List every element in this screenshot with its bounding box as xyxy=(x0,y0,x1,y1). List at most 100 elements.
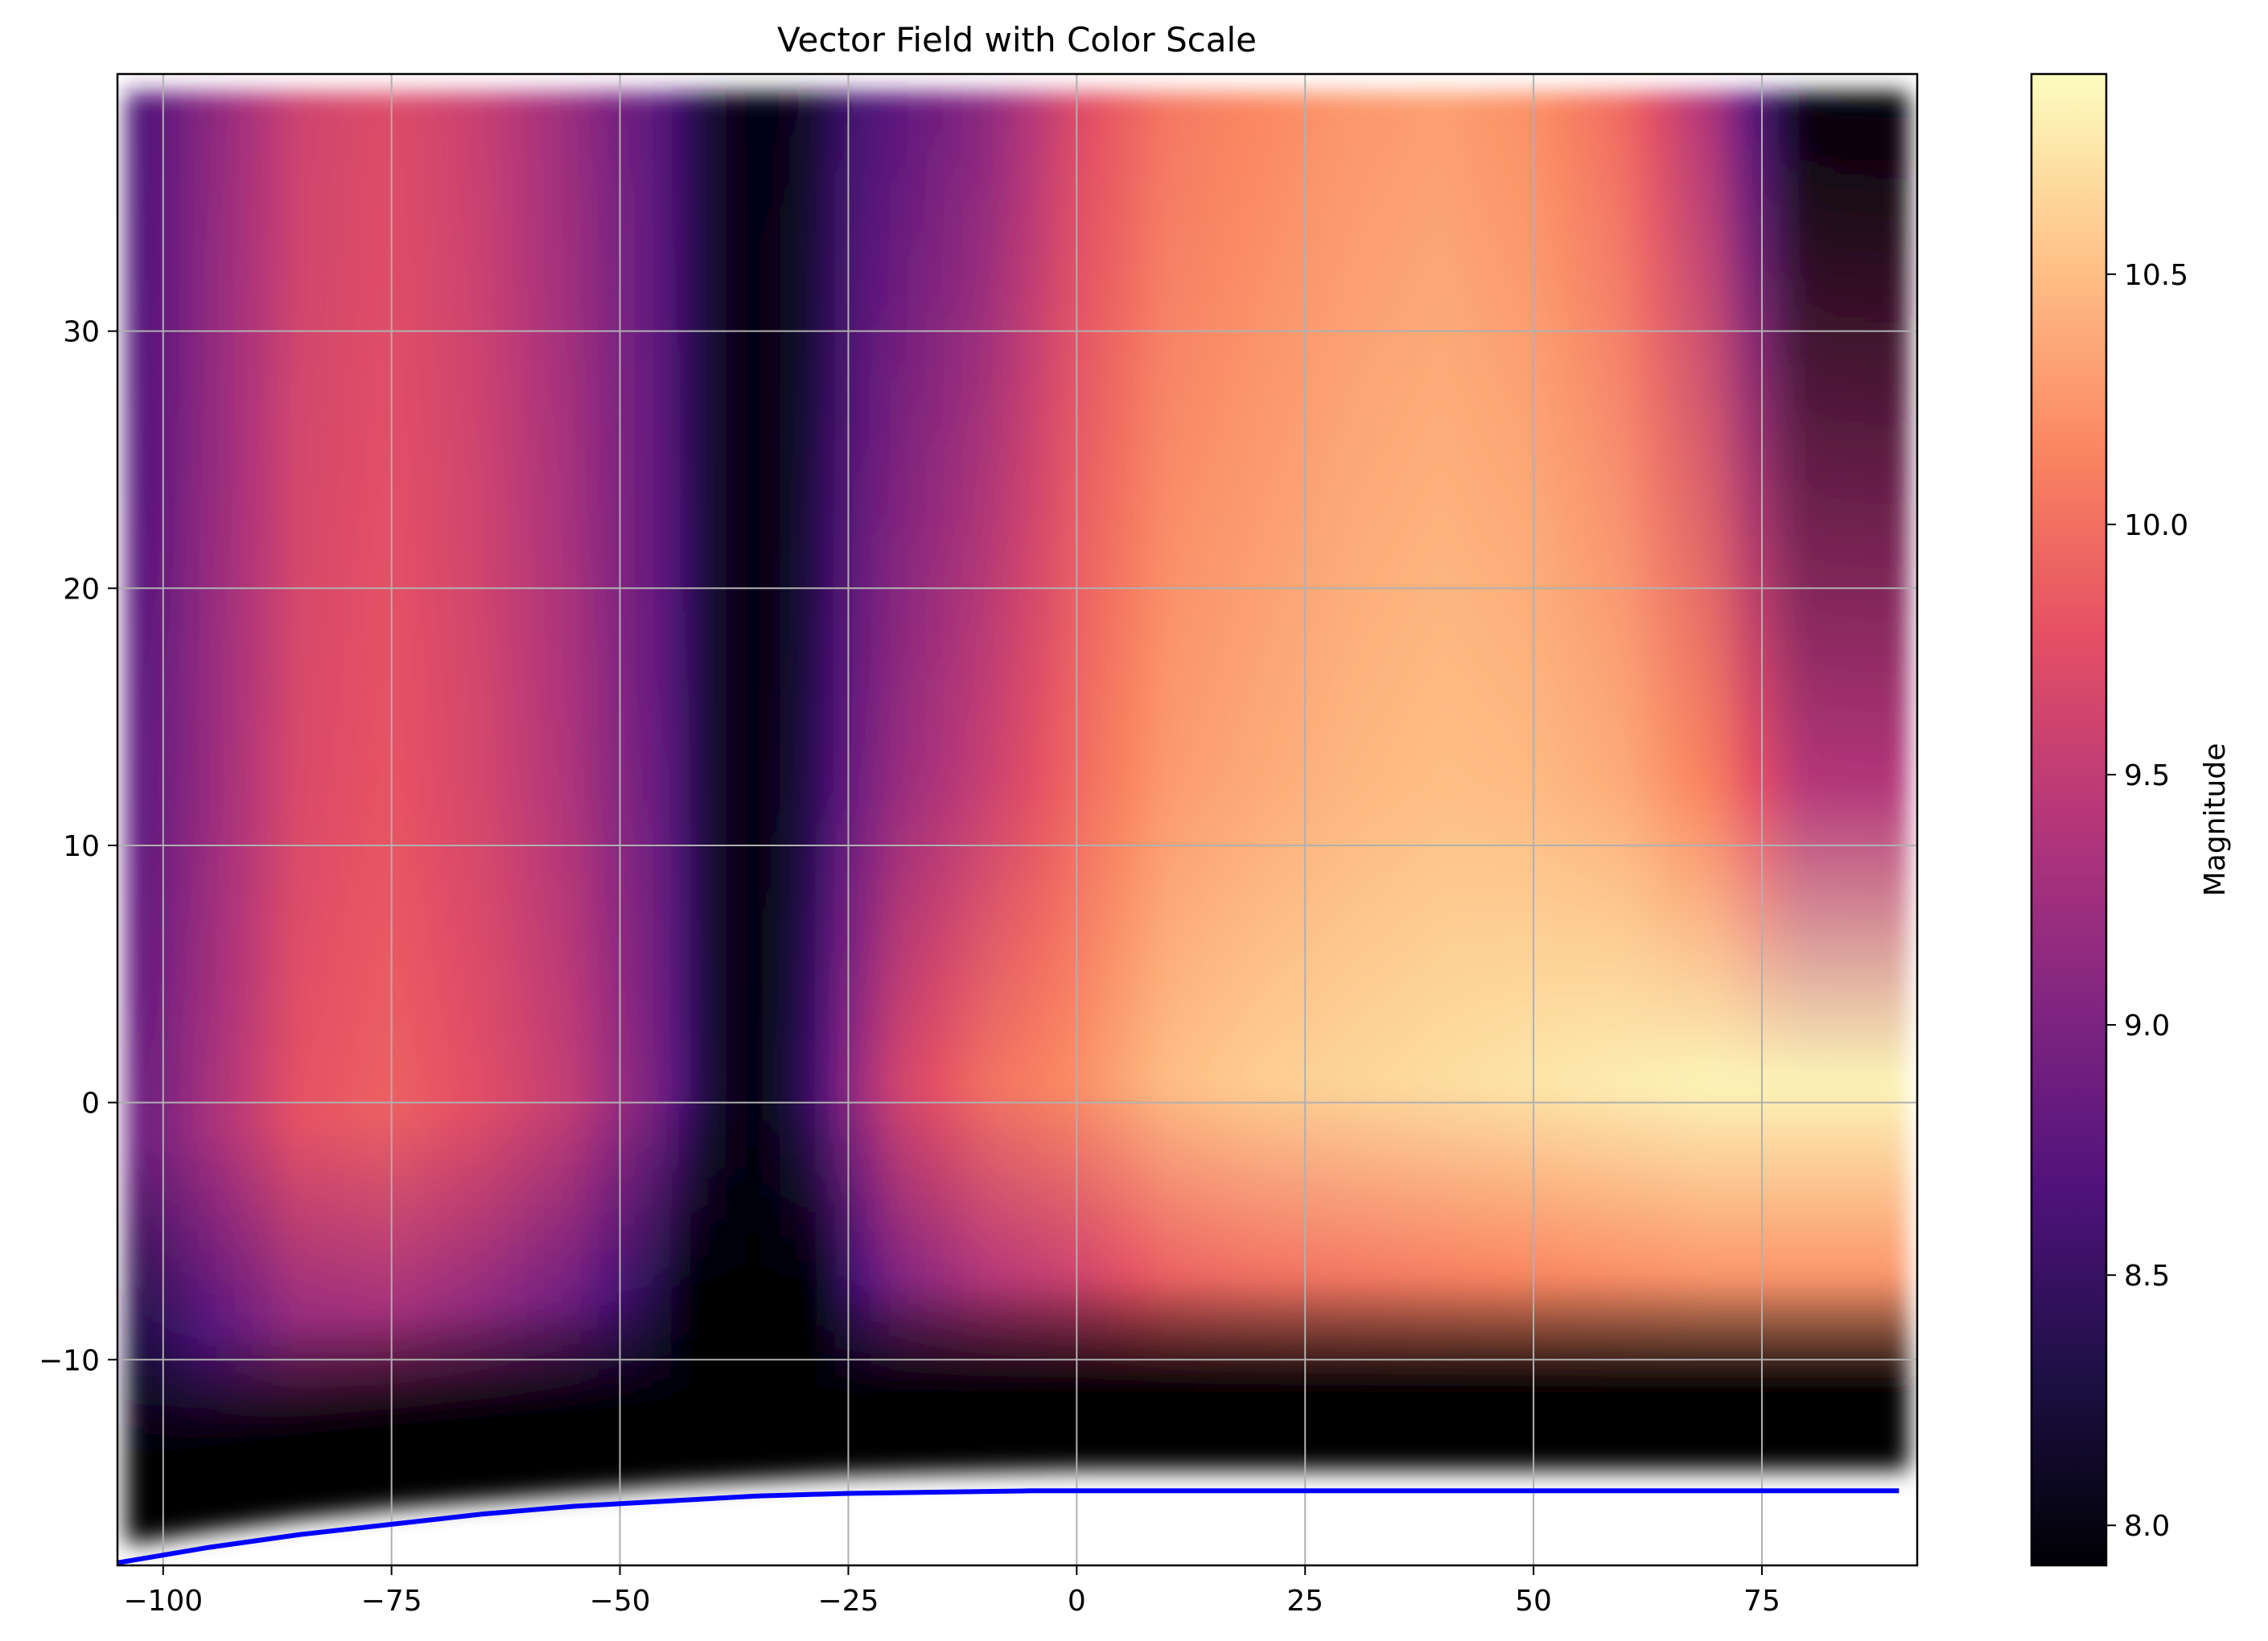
heatmap-strip xyxy=(1798,92,1818,1470)
heatmap-strip xyxy=(1634,92,1655,1470)
x-tick-label: 0 xyxy=(1068,1585,1086,1618)
heatmap-strip xyxy=(743,92,764,1481)
x-tick-label: 25 xyxy=(1286,1585,1323,1618)
heatmap-strip xyxy=(998,92,1019,1472)
heatmap-strip xyxy=(1035,92,1055,1471)
heatmap-strip xyxy=(1816,92,1837,1470)
heatmap-strip xyxy=(944,92,964,1473)
line-layer xyxy=(117,1488,1900,1565)
heatmap-strip xyxy=(253,92,274,1524)
heatmap-strip xyxy=(1325,92,1346,1470)
heatmap-strip xyxy=(271,92,291,1522)
heatmap-strip xyxy=(1380,92,1400,1470)
plot-area xyxy=(117,74,1917,1565)
colorbar-tick-label: 10.5 xyxy=(2124,259,2188,292)
heatmap-strip xyxy=(398,92,418,1507)
chart-title: Vector Field with Color Scale xyxy=(777,20,1257,60)
heatmap-strip xyxy=(1089,92,1109,1470)
heatmap-strip xyxy=(1107,92,1128,1470)
heatmap-strip xyxy=(1198,92,1219,1470)
heatmap-strip xyxy=(907,92,928,1474)
grid xyxy=(117,74,1917,1565)
heatmap-strip xyxy=(689,92,710,1484)
heatmap-strip xyxy=(416,92,437,1507)
heatmap-strip xyxy=(453,92,473,1503)
heatmap-strip xyxy=(1780,92,1801,1470)
heatmap-strip xyxy=(180,92,200,1536)
heatmap-strip xyxy=(1397,92,1418,1470)
heatmap-strip xyxy=(853,92,873,1475)
colorbar-tick-label: 9.0 xyxy=(2124,1010,2170,1043)
heatmap-strip xyxy=(362,92,382,1511)
y-tick-label: −10 xyxy=(39,1344,100,1377)
colorbar-label: Magnitude xyxy=(2199,743,2232,897)
heatmap-strip xyxy=(325,92,346,1516)
heatmap-strip xyxy=(1452,92,1473,1470)
heatmap-strip xyxy=(1670,92,1691,1470)
heatmap-strip xyxy=(1052,92,1073,1471)
x-tick-label: 75 xyxy=(1743,1585,1780,1618)
colorbar-tick-label: 9.5 xyxy=(2124,759,2170,792)
heatmap-strip xyxy=(1852,92,1873,1470)
heatmap-strip xyxy=(143,92,164,1541)
heatmap-strip xyxy=(1434,92,1455,1470)
heatmap-strip xyxy=(126,92,146,1544)
heatmap-strip xyxy=(1579,92,1600,1470)
heatmap-strip xyxy=(762,92,782,1480)
heatmap-strip xyxy=(1307,92,1327,1470)
heatmap-strip xyxy=(889,92,909,1474)
heatmap-strip xyxy=(307,92,327,1518)
heatmap-strip xyxy=(380,92,401,1509)
heatmap-strip xyxy=(434,92,455,1505)
colorbar-tick-label: 8.0 xyxy=(2124,1510,2170,1543)
heatmap-strip xyxy=(980,92,1000,1472)
y-tick-label: 20 xyxy=(63,573,100,606)
y-tick-label: 10 xyxy=(63,830,100,863)
heatmap-strip xyxy=(1179,92,1200,1470)
plot-frame xyxy=(116,72,1919,1567)
y-axis: −10 0 10 20 30 xyxy=(39,316,117,1377)
heatmap-strip xyxy=(1616,92,1636,1470)
heatmap-strip xyxy=(1543,92,1564,1470)
heatmap-strip xyxy=(1653,92,1673,1470)
heatmap-strip xyxy=(671,92,691,1485)
heatmap-strip xyxy=(1071,92,1091,1470)
heatmap-strip xyxy=(1143,92,1164,1470)
heatmap-strip xyxy=(1126,92,1146,1470)
heatmap-strip xyxy=(816,92,837,1477)
colorbar-ticks: 8.0 8.5 9.0 9.5 10.0 10.5 xyxy=(2106,259,2188,1543)
heatmap-strip xyxy=(198,92,219,1532)
heatmap-strip xyxy=(544,92,564,1495)
heatmap-strip xyxy=(1234,92,1255,1470)
heatmap-strip xyxy=(162,92,183,1538)
heatmap-strip xyxy=(562,92,582,1494)
heatmap-strip xyxy=(344,92,364,1513)
x-tick-label: −25 xyxy=(817,1585,879,1618)
heatmap-strip xyxy=(1834,92,1854,1470)
colorbar-tick-label: 10.0 xyxy=(2124,509,2188,542)
colorbar-gradient xyxy=(2030,72,2108,1567)
x-axis: −100 −75 −50 −25 0 25 50 75 xyxy=(123,1565,1780,1618)
heatmap-strip xyxy=(289,92,310,1520)
heatmap-strip xyxy=(1471,92,1491,1470)
heatmap-strip xyxy=(652,92,673,1487)
heatmap-strip xyxy=(1689,92,1710,1470)
heatmap-strip xyxy=(707,92,727,1483)
heatmap-strip xyxy=(834,92,855,1476)
heatmap-strip xyxy=(1162,92,1182,1470)
heatmap-strip xyxy=(1361,92,1382,1470)
heatmap-strip xyxy=(525,92,546,1497)
heatmap-strip xyxy=(1725,92,1746,1470)
heatmap-strip xyxy=(1344,92,1364,1470)
heatmap-strip xyxy=(507,92,528,1499)
heatmap-strip xyxy=(1598,92,1619,1470)
heatmap-strip xyxy=(635,92,655,1488)
heatmap-strip xyxy=(1871,92,1891,1470)
x-tick-label: −75 xyxy=(361,1585,422,1618)
heatmap-strip xyxy=(1507,92,1528,1470)
heatmap-strip xyxy=(1488,92,1509,1470)
heatmap-strip xyxy=(1889,92,1909,1470)
heatmap-strip xyxy=(1253,92,1273,1470)
heatmap-strip xyxy=(1416,92,1437,1470)
